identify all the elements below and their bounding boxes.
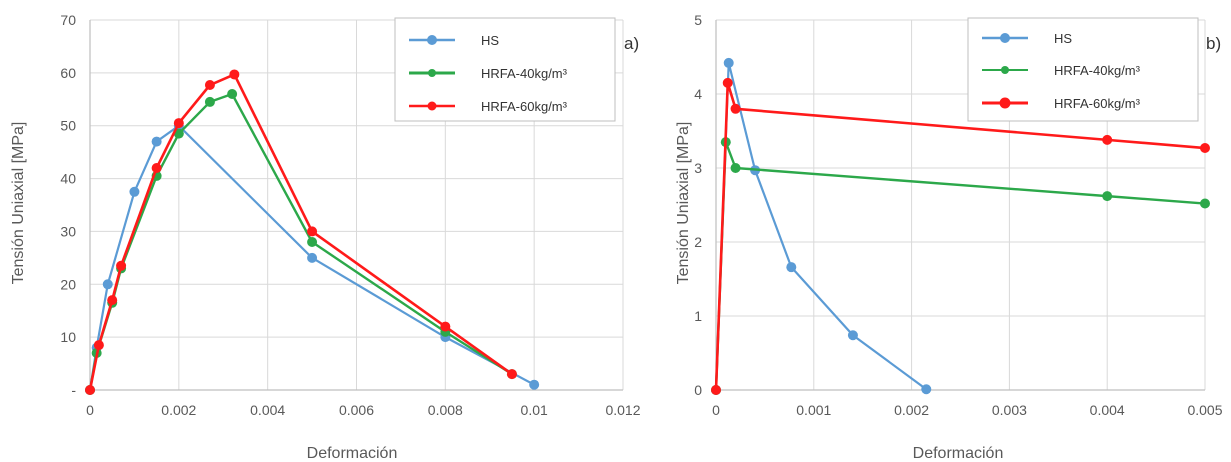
data-point-hrfa-60 xyxy=(173,118,184,129)
y-tick-label: - xyxy=(71,382,76,398)
data-point-hs xyxy=(151,136,162,147)
data-point-hrfa-40 xyxy=(1200,198,1210,209)
data-point-hrfa-60 xyxy=(711,385,721,395)
y-axis-title-a: Tensión Uniaxial [MPa] xyxy=(10,122,27,285)
legend-a: HS HRFA-40kg/m³ HRFA-60kg/m³ xyxy=(394,17,616,122)
x-tick-label: 0.004 xyxy=(250,402,285,418)
data-point-hs xyxy=(786,262,797,273)
data-point-hrfa-60 xyxy=(1102,134,1113,145)
x-tick-label: 0.003 xyxy=(992,402,1027,418)
x-tick-label: 0.008 xyxy=(428,402,463,418)
data-point-hrfa-40 xyxy=(204,96,215,107)
legend-marker-hrfa-60 xyxy=(999,97,1011,109)
legend-label-hrfa-40: HRFA-40kg/m³ xyxy=(1054,63,1141,78)
x-tick-label: 0 xyxy=(712,402,720,418)
data-point-hs xyxy=(921,384,932,395)
x-axis-title-a: Deformación xyxy=(307,445,398,462)
series-line-hrfa-60 xyxy=(714,81,1206,391)
data-point-hrfa-60 xyxy=(722,77,733,88)
y-tick-label: 1 xyxy=(694,308,702,324)
x-tick-label: 0.004 xyxy=(1090,402,1125,418)
y-tick-label: 70 xyxy=(60,12,76,28)
data-point-hs xyxy=(529,379,540,390)
y-tick-label: 2 xyxy=(694,234,702,250)
legend-label-hrfa-40: HRFA-40kg/m³ xyxy=(481,66,568,81)
data-point-hs xyxy=(723,57,734,68)
data-point-hrfa-60 xyxy=(730,103,741,114)
x-tick-label: 0.002 xyxy=(894,402,929,418)
data-point-hrfa-60 xyxy=(151,163,162,173)
chart-panel-b: 0 0.001 0.002 0.003 0.004 0.005 0 1 2 3 4 5 HS HRFA-… xyxy=(675,12,1223,462)
data-point-hrfa-40 xyxy=(173,128,184,139)
legend-marker-hrfa-60 xyxy=(427,101,437,111)
x-tick-label: 0.006 xyxy=(339,402,374,418)
data-point-hrfa-40 xyxy=(227,89,238,99)
series-b xyxy=(711,57,1210,395)
y-tick-label: 60 xyxy=(60,65,76,81)
data-point-hrfa-40 xyxy=(730,163,741,173)
y-tick-label: 40 xyxy=(60,171,76,187)
data-point-hrfa-60 xyxy=(107,295,118,306)
y-tick-label: 4 xyxy=(694,86,702,102)
legend-label-hs: HS xyxy=(1054,31,1072,46)
y-tick-label: 30 xyxy=(60,223,76,239)
legend-label-hrfa-60: HRFA-60kg/m³ xyxy=(1054,96,1141,111)
panel-label-b: b) xyxy=(1206,34,1221,53)
x-tick-label: 0.005 xyxy=(1187,402,1222,418)
x-tick-label: 0.012 xyxy=(605,402,640,418)
data-point-hrfa-60 xyxy=(440,321,451,332)
legend-marker-hs xyxy=(1000,33,1010,43)
legend-label-hrfa-60: HRFA-60kg/m³ xyxy=(481,99,568,114)
data-point-hrfa-60 xyxy=(93,340,104,351)
x-tick-label: 0.01 xyxy=(521,402,548,418)
y-tick-label: 50 xyxy=(60,118,76,134)
data-point-hs xyxy=(307,252,318,263)
legend-marker-hs xyxy=(427,35,437,45)
data-point-hrfa-60 xyxy=(229,69,240,80)
legend-marker-hrfa-40 xyxy=(428,69,436,77)
data-point-hs xyxy=(847,330,858,341)
legend-label-hs: HS xyxy=(481,33,499,48)
data-point-hs xyxy=(102,279,113,290)
legend-b: HS HRFA-40kg/m³ HRFA-60kg/m³ xyxy=(967,17,1199,122)
data-point-hrfa-40 xyxy=(307,237,318,247)
data-point-hrfa-60 xyxy=(85,385,95,395)
data-point-hrfa-40 xyxy=(1102,191,1113,202)
x-tick-label: 0.001 xyxy=(796,402,831,418)
data-point-hrfa-60 xyxy=(506,369,517,380)
series-a xyxy=(85,69,540,395)
series-line-hrfa-60 xyxy=(88,73,513,391)
legend-marker-hrfa-40 xyxy=(1001,66,1009,74)
data-point-hrfa-60 xyxy=(1200,143,1210,154)
series-line-hs xyxy=(714,61,927,391)
x-axis-title-b: Deformación xyxy=(913,445,1004,462)
panel-label-a: a) xyxy=(624,34,639,53)
axes-b: 0 0.001 0.002 0.003 0.004 0.005 0 1 2 3 4 5 xyxy=(694,12,1223,418)
axes-a: 0 0.002 0.004 0.006 0.008 0.01 0.012 - 10 20 30 40 5… xyxy=(60,12,640,418)
y-tick-label: 3 xyxy=(694,160,702,176)
y-axis-title-b: Tensión Uniaxial [MPa] xyxy=(675,122,692,285)
data-point-hs xyxy=(129,186,140,197)
data-point-hrfa-60 xyxy=(204,80,215,91)
y-tick-label: 10 xyxy=(60,329,76,345)
y-tick-label: 0 xyxy=(694,382,702,398)
data-point-hrfa-60 xyxy=(116,260,127,271)
x-tick-label: 0.002 xyxy=(161,402,196,418)
chart-panel-a: 0 0.002 0.004 0.006 0.008 0.01 0.012 - 10 20 30 40 5… xyxy=(10,12,641,462)
x-tick-label: 0 xyxy=(86,402,94,418)
data-point-hrfa-60 xyxy=(307,226,318,237)
y-tick-label: 20 xyxy=(60,276,76,292)
y-tick-label: 5 xyxy=(694,12,702,28)
